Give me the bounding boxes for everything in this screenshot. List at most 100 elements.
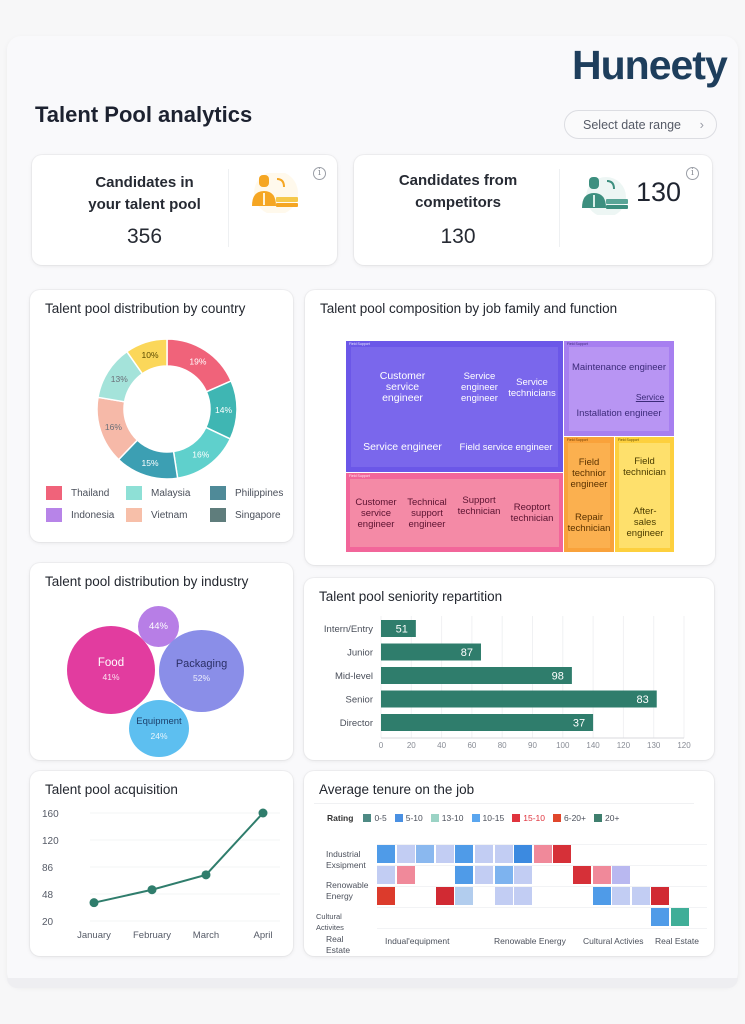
legend-label: 20+: [605, 813, 620, 823]
y-tick-label: 120: [42, 836, 59, 847]
legend-swatch: [553, 814, 562, 822]
heatmap-cell[interactable]: [671, 908, 689, 926]
kpi-label-line1: Candidates from: [398, 172, 518, 189]
bar[interactable]: [381, 714, 594, 731]
treemap-group-pink[interactable]: Field Support Customer service engineer …: [346, 473, 563, 552]
heatmap-col-label: Renowable Energy: [494, 936, 566, 946]
treemap-group-blue[interactable]: Field Support Customer service engineer …: [346, 341, 563, 472]
donut-slice-label: 16%: [192, 449, 209, 459]
legend-item[interactable]: Thailand: [46, 486, 109, 500]
legend-item[interactable]: 15-10: [512, 813, 545, 823]
heatmap-cell[interactable]: [455, 866, 474, 884]
donut-slice[interactable]: [125, 338, 168, 375]
treemap-cell[interactable]: Customer service engineer: [355, 496, 397, 530]
heatmap-cell[interactable]: [514, 845, 533, 863]
treemap-cell[interactable]: Service engineer: [363, 440, 442, 453]
legend-swatch: [394, 814, 403, 822]
heatmap-cell[interactable]: [573, 866, 591, 884]
legend-item[interactable]: 13-10: [430, 813, 464, 823]
heatmap-cell[interactable]: [494, 845, 513, 863]
data-point[interactable]: [147, 885, 157, 895]
legend-item[interactable]: Malaysia: [126, 486, 190, 500]
data-point[interactable]: [201, 870, 211, 880]
legend-item[interactable]: Singapore: [210, 508, 281, 522]
heatmap-cell[interactable]: [455, 887, 474, 905]
treemap-group-yellow[interactable]: Field Support Field technician After-sal…: [615, 437, 674, 552]
donut-slice-label: 14%: [215, 405, 232, 415]
legend-item[interactable]: 6-20+: [553, 813, 586, 823]
heatmap-cell[interactable]: [553, 845, 572, 863]
heatmap-cell[interactable]: [514, 866, 533, 884]
heatmap-cell[interactable]: [455, 845, 474, 863]
legend-item[interactable]: 5-10: [394, 813, 423, 823]
legend-label: 13-10: [441, 813, 464, 823]
heatmap-cell[interactable]: [377, 866, 395, 884]
heatmap-cell[interactable]: [377, 845, 395, 863]
treemap-group-orange[interactable]: Field Support Field technior engineer Re…: [564, 437, 614, 552]
industry-bubble[interactable]: Equipment 24%: [129, 700, 189, 757]
treemap-cell[interactable]: Support technician: [457, 495, 501, 517]
heatmap-cell[interactable]: [494, 866, 513, 884]
bar-value-label: 98: [552, 671, 564, 683]
treemap-cell[interactable]: Installation engineer: [576, 407, 662, 419]
treemap-cell[interactable]: Customer service engineer: [379, 370, 426, 404]
bar[interactable]: [381, 690, 657, 708]
treemap-cell[interactable]: After-sales engineer: [626, 505, 664, 539]
donut-slice-label: 19%: [189, 357, 206, 367]
legend-item[interactable]: Indonesia: [46, 508, 114, 522]
treemap-cell[interactable]: Maintenance engineer: [571, 361, 666, 373]
heatmap-cell[interactable]: [592, 866, 611, 884]
treemap-group-header: Field Support: [567, 438, 588, 442]
bar[interactable]: [381, 620, 416, 637]
heatmap-cell[interactable]: [494, 887, 513, 905]
heatmap-cell[interactable]: [612, 866, 631, 884]
heatmap-cell[interactable]: [475, 866, 493, 884]
industry-bubble[interactable]: Food 41%: [67, 626, 155, 714]
chevron-right-icon: ›: [699, 117, 704, 132]
treemap-cell[interactable]: Field technician: [623, 456, 666, 478]
heatmap-cell[interactable]: [396, 845, 415, 863]
heatmap-cell[interactable]: [651, 887, 670, 905]
treemap-group-purple[interactable]: Field Support Maintenance engineer Servi…: [564, 341, 674, 436]
heatmap-cell[interactable]: [475, 845, 493, 863]
legend-item[interactable]: 20+: [594, 813, 619, 823]
legend-label: Singapore: [235, 509, 281, 521]
heatmap-cell[interactable]: [377, 887, 395, 905]
heatmap-cell[interactable]: [416, 845, 435, 863]
info-icon[interactable]: i: [313, 167, 326, 180]
heatmap-cell[interactable]: [631, 887, 650, 905]
x-tick-label: 100: [556, 741, 570, 750]
legend-item[interactable]: Philippines: [210, 486, 283, 500]
y-category-label: Director: [340, 718, 373, 729]
bar[interactable]: [381, 643, 481, 661]
heatmap-cell[interactable]: [651, 908, 670, 926]
data-point[interactable]: [89, 898, 99, 908]
treemap-cell[interactable]: Service engineer engineer: [461, 371, 498, 404]
treemap-cell[interactable]: Reoptort technician: [510, 502, 554, 524]
industry-bubble[interactable]: Packaging 52%: [159, 630, 244, 712]
treemap-cell[interactable]: Technical support engineer: [407, 496, 447, 530]
heatmap-cell[interactable]: [612, 887, 631, 905]
legend-item[interactable]: Vietnam: [126, 508, 188, 522]
card-title: Talent pool seniority repartition: [319, 589, 503, 604]
heatmap-cell[interactable]: [514, 887, 533, 905]
tenure-card: Average tenure on the job: [304, 771, 714, 956]
legend-item[interactable]: 0-5: [363, 813, 387, 823]
heatmap-cell[interactable]: [435, 845, 454, 863]
x-tick-label: March: [193, 930, 219, 941]
treemap-cell[interactable]: Field technior engineer: [570, 456, 608, 490]
x-tick-label: February: [133, 930, 171, 941]
bar[interactable]: [381, 667, 572, 684]
treemap-cell[interactable]: Service: [635, 391, 665, 402]
date-range-button[interactable]: Select date range ›: [564, 110, 717, 139]
treemap-cell[interactable]: Service technicians: [508, 376, 556, 399]
legend-item[interactable]: 10-15: [471, 813, 504, 823]
heatmap-cell[interactable]: [592, 887, 611, 905]
data-point[interactable]: [258, 808, 268, 818]
info-icon[interactable]: i: [686, 167, 699, 180]
treemap-cell[interactable]: Repair technician: [567, 512, 611, 534]
heatmap-cell[interactable]: [435, 887, 454, 905]
heatmap-cell[interactable]: [533, 845, 552, 863]
treemap-cell[interactable]: Field service engineer: [459, 441, 553, 453]
heatmap-cell[interactable]: [396, 866, 415, 884]
